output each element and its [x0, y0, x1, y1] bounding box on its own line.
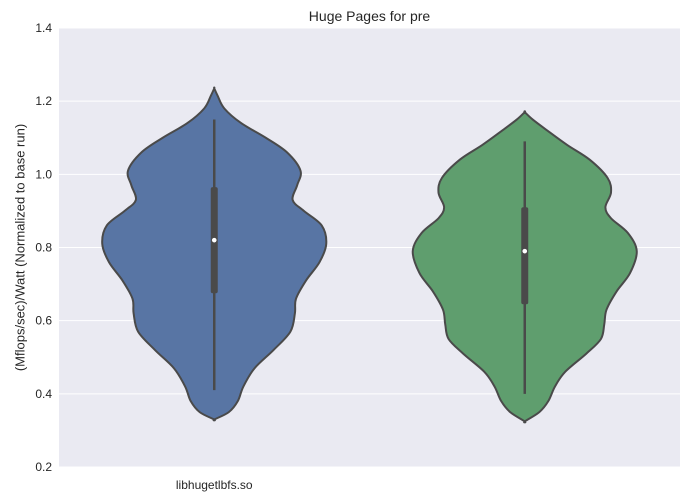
violin-median-0	[211, 237, 217, 243]
chart-title: Huge Pages for pre	[309, 8, 431, 24]
x-tick-label: libhugetlbfs.so	[176, 478, 253, 492]
violin-median-1	[522, 248, 528, 254]
y-tick-label: 1.4	[35, 21, 52, 35]
y-axis-label: (Mflops/sec)/Watt (Normalized to base ru…	[13, 124, 28, 371]
y-tick-label: 1.2	[35, 94, 52, 108]
x-tick-labels: libhugetlbfs.so	[176, 478, 253, 492]
y-tick-label: 0.8	[35, 241, 52, 255]
y-tick-label: 0.2	[35, 460, 52, 474]
y-tick-labels: 0.2 0.4 0.6 0.8 1.0 1.2 1.4	[35, 21, 52, 474]
y-tick-label: 0.4	[35, 387, 52, 401]
violins	[101, 86, 638, 424]
y-tick-label: 0.6	[35, 314, 52, 328]
y-tick-label: 1.0	[35, 167, 52, 181]
violin-iqr-box-1	[521, 207, 529, 305]
